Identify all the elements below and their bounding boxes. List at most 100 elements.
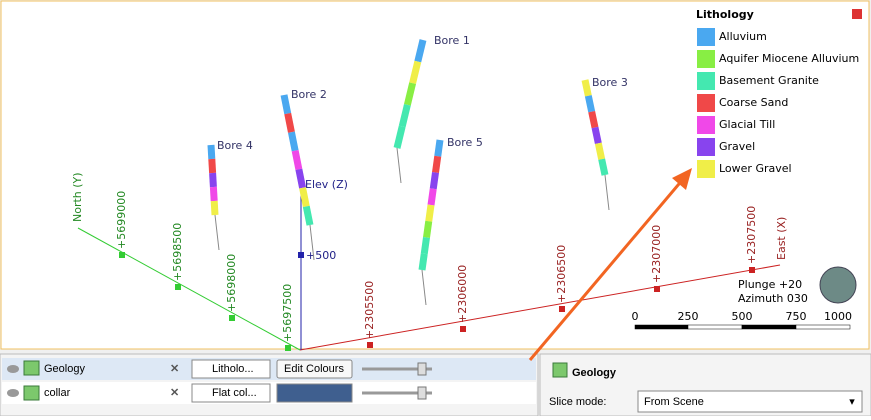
bore-segment — [295, 168, 307, 189]
scale-label: 500 — [732, 310, 753, 323]
bore-label: Bore 1 — [434, 34, 470, 47]
tick-label: +5698500 — [171, 223, 184, 281]
style-dropdown[interactable] — [191, 359, 271, 379]
edit-colours-button[interactable] — [276, 359, 353, 379]
scale-segment — [795, 324, 851, 330]
bore-segment — [598, 158, 609, 176]
axis-tick — [367, 342, 373, 348]
bore-segment — [209, 172, 217, 188]
tick-label: +2306000 — [456, 265, 469, 323]
legend-swatch — [697, 72, 715, 90]
scale-label: 0 — [632, 310, 639, 323]
tick-label: +2307000 — [650, 225, 663, 283]
tick-label: +2306500 — [555, 245, 568, 303]
axis-label: East (X) — [775, 217, 788, 260]
tick-label: +2305500 — [363, 281, 376, 339]
azimuth: Azimuth 030 — [738, 292, 808, 305]
scale-segment — [634, 324, 689, 330]
axis-tick — [229, 315, 235, 321]
scale-segment — [687, 324, 743, 330]
legend-label: Coarse Sand — [719, 96, 788, 109]
bore-segment — [584, 95, 596, 113]
bore-segment — [429, 172, 439, 190]
legend-label: Gravel — [719, 140, 755, 153]
eye-icon[interactable] — [7, 365, 19, 373]
dropdown-arrow: ▾ — [849, 396, 855, 408]
axis-tick — [559, 306, 565, 312]
legend-title: Lithology — [696, 8, 754, 21]
bore-label: Bore 3 — [592, 76, 628, 89]
axis-label: North (Y) — [71, 172, 84, 222]
remove-button[interactable]: ✕ — [170, 363, 179, 375]
layer-icon — [23, 385, 40, 401]
bore-trace — [604, 174, 610, 211]
slider-thumb[interactable] — [417, 386, 427, 400]
bore-segment — [284, 112, 295, 133]
tick-label: +5699000 — [115, 191, 128, 249]
tick-label: +5697500 — [281, 284, 294, 342]
axis-label: Elev (Z) — [305, 178, 348, 191]
style-dropdown[interactable] — [191, 383, 271, 403]
bore-label: Bore 2 — [291, 88, 327, 101]
legend-label: Aquifer Miocene Alluvium — [719, 52, 859, 65]
axis-tick — [285, 345, 291, 351]
eye-icon[interactable] — [7, 389, 19, 397]
legend-label: Basement Granite — [719, 74, 819, 87]
bore-segment — [302, 205, 314, 226]
compass — [819, 266, 857, 304]
legend-swatch — [697, 160, 715, 178]
scale-label: 1000 — [824, 310, 852, 323]
axis-tick — [460, 326, 466, 332]
axis-tick — [654, 286, 660, 292]
slice-dropdown[interactable] — [637, 390, 863, 413]
scale-label: 750 — [786, 310, 807, 323]
plunge: Plunge +20 — [738, 278, 802, 291]
tick-label: +500 — [306, 249, 336, 262]
layer-icon — [23, 360, 40, 376]
bore-segment — [398, 103, 411, 128]
layer-name: collar — [44, 387, 71, 399]
slice-value: From Scene — [644, 396, 704, 408]
bore-segment — [409, 60, 422, 85]
legend-swatch — [697, 50, 715, 68]
axis-tick — [175, 284, 181, 290]
bore-segment — [393, 125, 406, 149]
north-axis — [77, 227, 301, 351]
bore-segment — [403, 82, 417, 106]
axis-tick — [119, 252, 125, 258]
style-value: Litholo... — [212, 363, 254, 375]
field-label: Slice mode: — [549, 396, 606, 408]
bore-segment — [591, 126, 602, 145]
bore-trace — [309, 224, 315, 261]
button-label: Edit Colours — [284, 363, 344, 375]
bore-label: Bore 5 — [447, 136, 483, 149]
bore-segment — [287, 131, 299, 152]
bore-segment — [291, 150, 303, 170]
axis-tick — [749, 267, 755, 273]
arrow-head — [672, 168, 692, 190]
remove-button[interactable]: ✕ — [170, 387, 179, 399]
slider-thumb[interactable] — [417, 362, 427, 376]
bore-segment — [594, 142, 606, 160]
panel-title: Geology — [572, 367, 617, 379]
legend-swatch — [697, 138, 715, 156]
bore-segment — [427, 188, 437, 206]
bore-segment — [432, 155, 442, 173]
scale-segment — [741, 324, 797, 330]
colour-swatch[interactable] — [276, 383, 353, 403]
tick-label: +2307500 — [745, 206, 758, 264]
tick-label: +5698000 — [225, 254, 238, 312]
close-button[interactable] — [852, 9, 862, 19]
legend-swatch — [697, 28, 715, 46]
bore-trace — [214, 214, 220, 251]
bore-segment — [434, 139, 444, 157]
bore-segment — [418, 253, 428, 271]
bore-segment — [588, 110, 599, 129]
east-axis — [299, 264, 781, 351]
arrow — [528, 177, 686, 361]
axis-tick — [298, 252, 304, 258]
legend-label: Glacial Till — [719, 118, 775, 131]
bore-segment — [280, 94, 292, 115]
bore-segment — [420, 237, 430, 255]
legend-label: Alluvium — [719, 30, 767, 43]
